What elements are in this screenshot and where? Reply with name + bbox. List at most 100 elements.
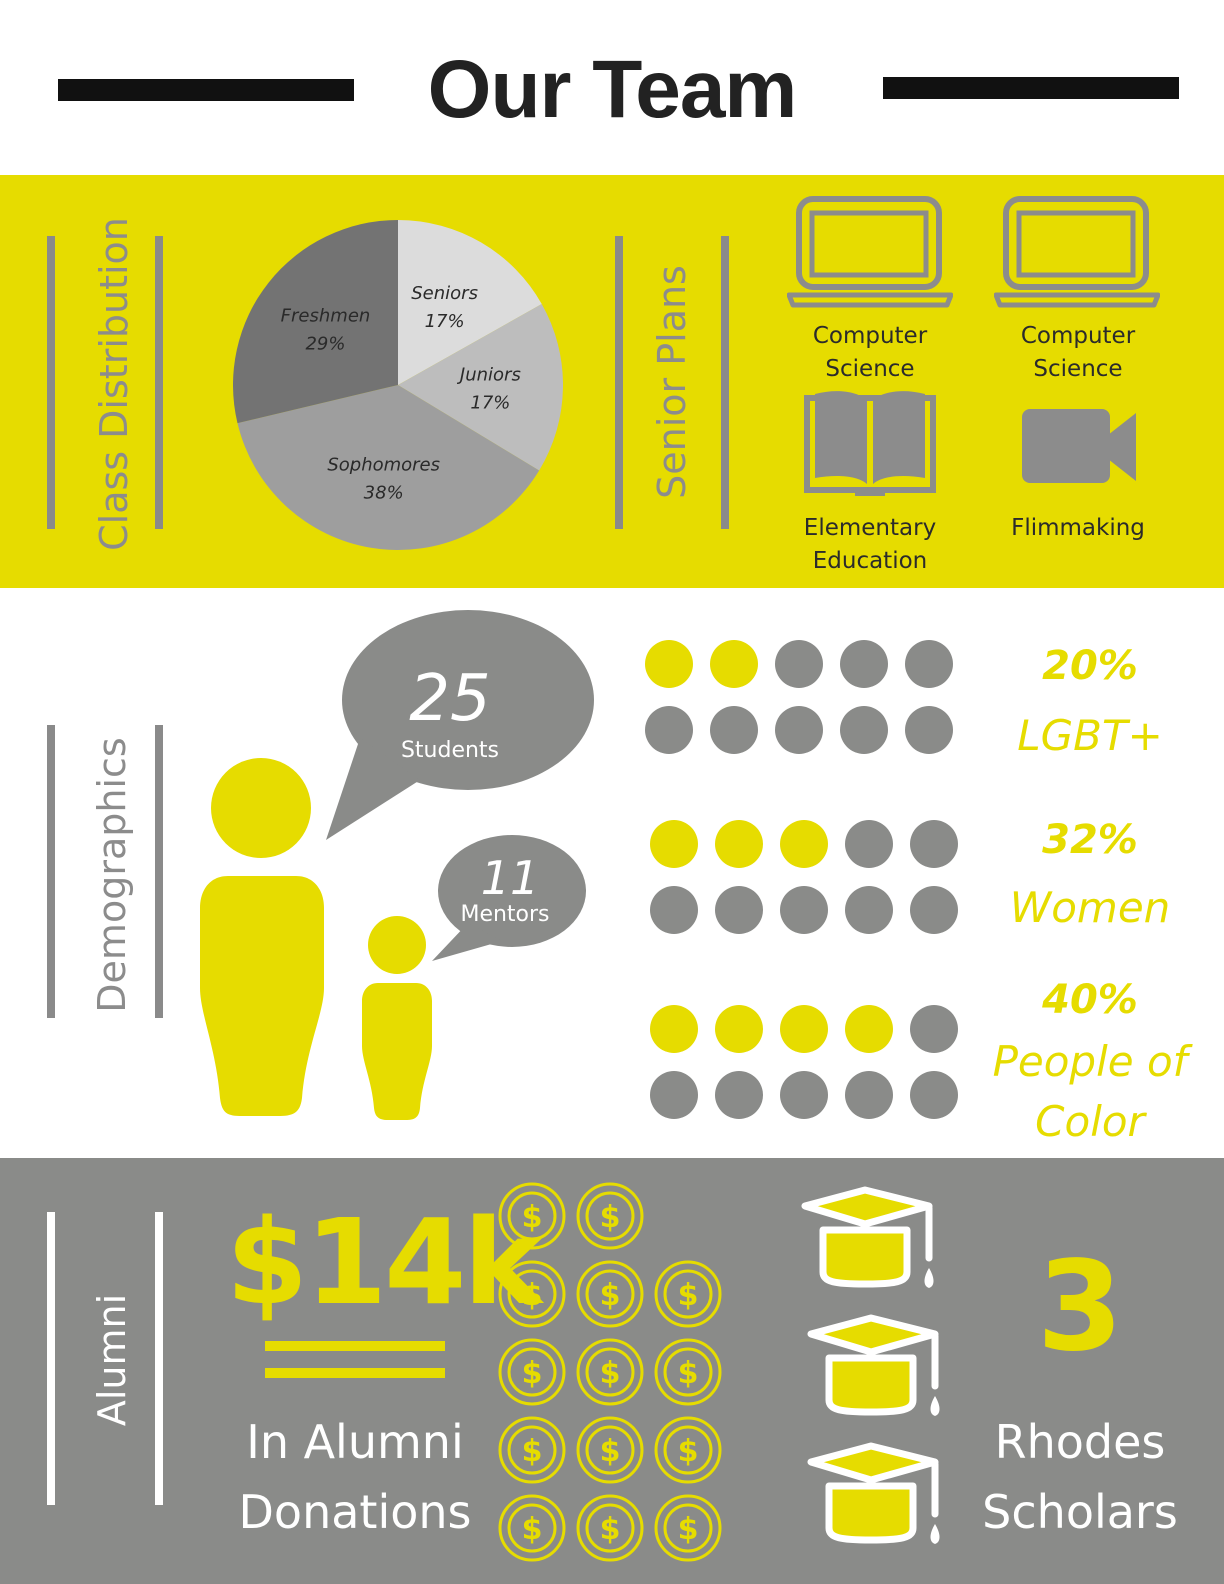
plan-label-line: Elementary xyxy=(803,515,937,541)
class-distribution-pie-chart: Seniors 17% Juniors 17% Sophomores 38% Freshme… xyxy=(233,220,563,550)
dot-filled xyxy=(715,820,763,868)
plan-label-line: Computer xyxy=(812,323,928,349)
svg-text:$: $ xyxy=(600,1356,621,1391)
dot-empty xyxy=(650,886,698,934)
pie-slice-seniors xyxy=(398,220,542,385)
pie-value-juniors: 17% xyxy=(470,392,510,413)
coin-icon: $ xyxy=(498,1338,566,1406)
dot-empty xyxy=(910,886,958,934)
plan-label-1: Computer Science xyxy=(780,320,960,386)
dot-empty xyxy=(845,1071,893,1119)
plan-label-line: Education xyxy=(812,548,928,574)
class-distribution-heading: Class Distribution xyxy=(92,217,136,551)
dot-empty xyxy=(910,1071,958,1119)
coin-icon: $ xyxy=(576,1494,644,1562)
coin-icon: $ xyxy=(576,1182,644,1250)
coin-icon: $ xyxy=(576,1260,644,1328)
plan-label-line: Science xyxy=(1033,356,1123,382)
svg-text:$: $ xyxy=(600,1434,621,1469)
pie-value-sophomores: 38% xyxy=(364,482,404,503)
adult-person-icon xyxy=(200,758,324,1116)
demo-divider-right xyxy=(155,725,163,1018)
svg-text:$: $ xyxy=(522,1200,543,1235)
pie-label-seniors: Seniors xyxy=(411,283,478,304)
svg-text:$: $ xyxy=(600,1200,621,1235)
plan-label-line: Flimmaking xyxy=(1011,515,1145,541)
dot-empty xyxy=(780,1071,828,1119)
plans-divider-left xyxy=(615,236,623,529)
stat-label: LGBT+ xyxy=(1017,711,1163,760)
donation-amount: $14k xyxy=(226,1193,542,1331)
dot-empty xyxy=(775,640,823,688)
dot-empty xyxy=(905,706,953,754)
graduation-cap-icon xyxy=(807,1314,940,1416)
pie-slice-sophomores xyxy=(237,385,540,550)
svg-text:$: $ xyxy=(522,1278,543,1313)
plan-label-4: Flimmaking xyxy=(988,512,1168,545)
graduation-cap-group xyxy=(801,1186,940,1544)
pie-slice-freshmen xyxy=(233,220,398,424)
plan-label-2: Computer Science xyxy=(988,320,1168,386)
class-section: Class Distribution Seniors 17% Juniors 17% S… xyxy=(0,175,1224,588)
dot-empty xyxy=(845,820,893,868)
senior-plans-heading: Senior Plans xyxy=(650,265,694,499)
dot-empty xyxy=(905,640,953,688)
coin-icon: $ xyxy=(576,1416,644,1484)
students-count: 25 xyxy=(409,662,491,736)
dot-empty xyxy=(845,886,893,934)
svg-text:$: $ xyxy=(678,1356,699,1391)
coin-icon: $ xyxy=(654,1416,722,1484)
stat-percent: 20% xyxy=(1042,643,1138,689)
dot-filled xyxy=(710,640,758,688)
dot-empty xyxy=(910,1005,958,1053)
svg-text:$: $ xyxy=(600,1512,621,1547)
alumni-divider-right xyxy=(155,1212,163,1505)
poc-dot-grid xyxy=(650,1005,958,1119)
plans-divider-right xyxy=(721,236,729,529)
page-title: Our Team xyxy=(427,44,798,135)
coin-icon: $ xyxy=(498,1260,566,1328)
dot-filled xyxy=(780,1005,828,1053)
laptop-icon xyxy=(787,196,953,308)
donations-label-line2: Donations xyxy=(238,1485,472,1539)
amount-underline-bottom xyxy=(265,1368,445,1378)
demographics-section: Demographics 25 Students 11 Mentors 20% … xyxy=(0,588,1224,1158)
stat-people-of-color: 40% People of Color xyxy=(985,970,1195,1152)
alumni-section: Alumni $14k In Alumni Donations $ $ $ $ $ $ $ $… xyxy=(0,1158,1224,1584)
svg-text:$: $ xyxy=(522,1512,543,1547)
coin-grid: $ $ $ $ $ $ $ $ $ $ $ $ $ $ xyxy=(498,1182,722,1562)
plan-label-3: Elementary Education xyxy=(780,512,960,578)
stat-label: People of xyxy=(992,1037,1188,1086)
laptop-icon xyxy=(994,196,1160,308)
stat-label: Women xyxy=(1009,883,1171,932)
coin-icon: $ xyxy=(654,1494,722,1562)
dot-filled xyxy=(650,1005,698,1053)
divider-left xyxy=(47,236,55,529)
child-person-icon xyxy=(362,916,432,1120)
divider-right xyxy=(155,236,163,529)
dot-filled xyxy=(715,1005,763,1053)
dot-empty xyxy=(840,706,888,754)
pie-slice-juniors xyxy=(398,303,563,471)
video-camera-icon xyxy=(1022,409,1136,483)
svg-text:$: $ xyxy=(678,1512,699,1547)
svg-text:$: $ xyxy=(678,1434,699,1469)
dot-filled xyxy=(650,820,698,868)
pie-label-sophomores: Sophomores xyxy=(327,454,440,475)
mentors-label: Mentors xyxy=(460,902,550,927)
coin-icon: $ xyxy=(654,1338,722,1406)
scholars-label-line1: Rhodes xyxy=(994,1415,1166,1469)
demographics-heading: Demographics xyxy=(90,737,134,1013)
svg-text:$: $ xyxy=(522,1356,543,1391)
header-rule-left xyxy=(58,79,354,101)
dot-filled xyxy=(845,1005,893,1053)
stat-lgbt: 20% LGBT+ xyxy=(985,636,1195,766)
coin-icon: $ xyxy=(654,1260,722,1328)
plan-label-line: Science xyxy=(825,356,915,382)
demo-divider-left xyxy=(47,725,55,1018)
dot-empty xyxy=(645,706,693,754)
dot-empty xyxy=(650,1071,698,1119)
students-label: Students xyxy=(400,738,500,763)
stat-percent: 32% xyxy=(1042,817,1138,863)
plan-label-line: Computer xyxy=(1020,323,1136,349)
